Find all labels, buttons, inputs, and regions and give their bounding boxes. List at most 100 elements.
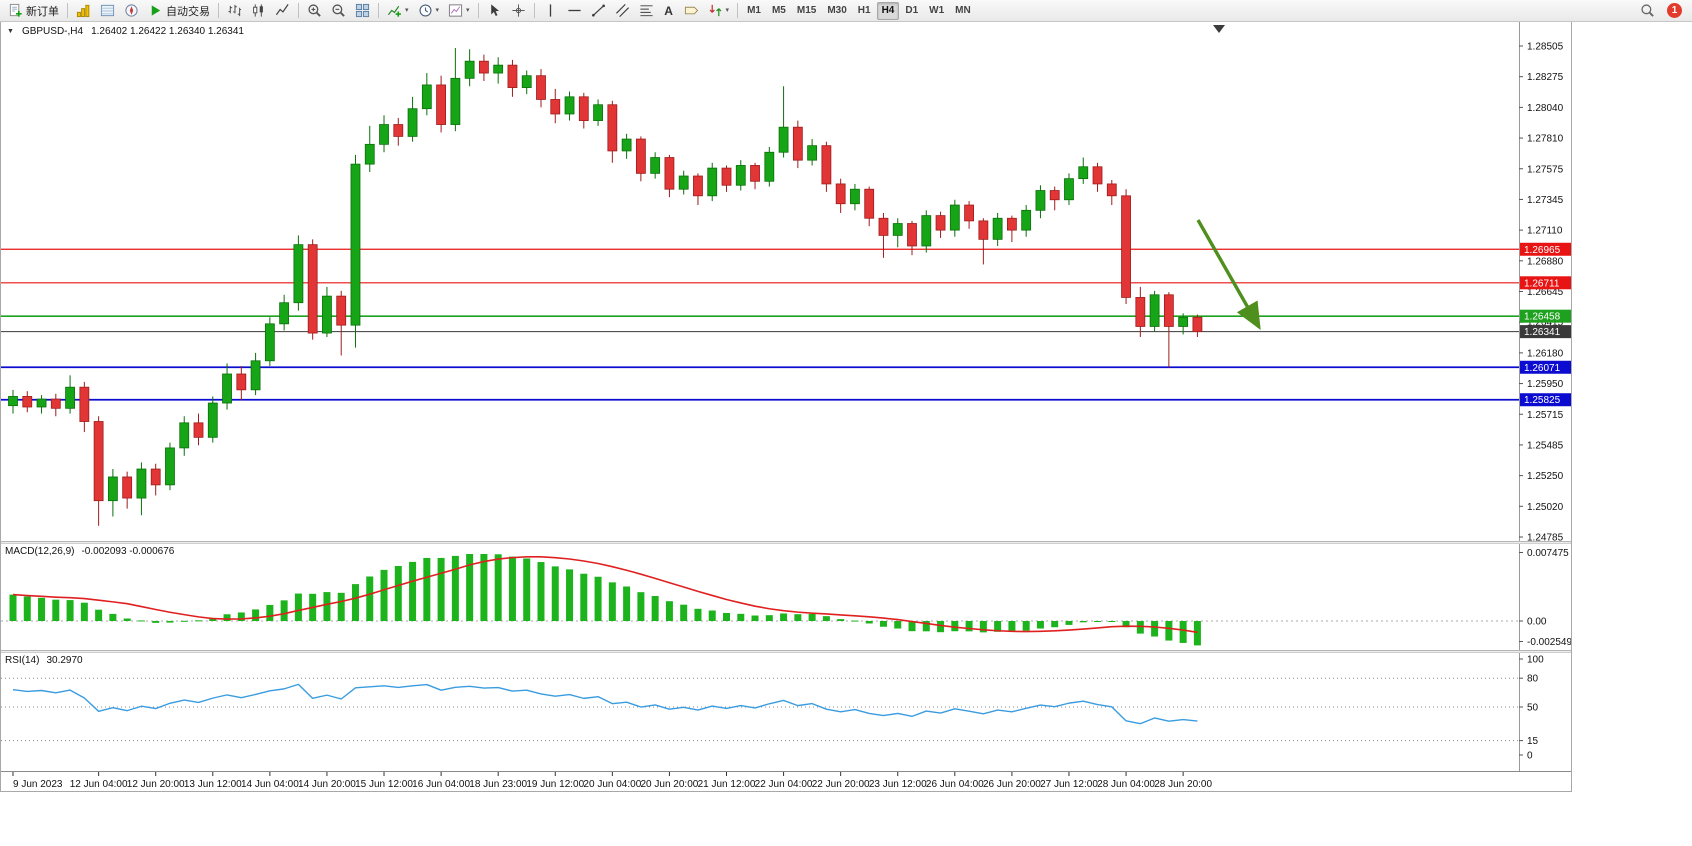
clock-icon: [419, 4, 432, 17]
indicators-icon: [387, 5, 401, 17]
fibonacci-icon: [639, 5, 653, 17]
macd-plot[interactable]: 0.007475 0.00 -0.002549: [1, 544, 1572, 650]
timeframe-mn-button[interactable]: MN: [955, 5, 971, 16]
price-axis-label: 1.24785: [1527, 533, 1564, 542]
macd-signal-line: [12, 555, 1198, 634]
market-watch-icon: [76, 4, 90, 18]
timeframe-m30-button[interactable]: M30: [827, 5, 847, 16]
arrows-icon: [709, 4, 721, 17]
chart-shift-marker[interactable]: [1213, 25, 1225, 33]
fibonacci-tool-button[interactable]: [635, 1, 658, 21]
search-button[interactable]: [1636, 1, 1659, 21]
rsi-panel: 100 80 50 15 0 RSI(14) 30.2970: [1, 653, 1571, 771]
time-axis-label: 19 Jun 12:00: [526, 779, 584, 790]
time-axis-label: 12 Jun 04:00: [70, 779, 128, 790]
time-axis-label: 28 Jun 20:00: [1154, 779, 1212, 790]
price-tag-value: 1.26711: [1524, 278, 1560, 289]
panel-splitter[interactable]: [1, 650, 1571, 653]
trendline-tool-button[interactable]: [587, 1, 610, 21]
toolbar-separator: [298, 3, 299, 18]
text-label-tool-button[interactable]: [680, 1, 703, 21]
trend-arrow-annotation[interactable]: [1196, 219, 1261, 330]
arrows-tool-button[interactable]: ▾: [704, 1, 734, 21]
tile-windows-icon: [355, 3, 370, 18]
text-label-icon: [684, 6, 698, 15]
macd-axis-label: 0.00: [1527, 617, 1547, 628]
line-chart-mode-button[interactable]: [271, 1, 294, 21]
data-window-button[interactable]: [96, 1, 119, 21]
bar-chart-icon: [228, 4, 242, 17]
toolbar-separator: [477, 3, 479, 18]
timeframe-m15-button[interactable]: M15: [796, 5, 817, 16]
timeframe-m5-button[interactable]: M5: [771, 5, 786, 16]
navigator-button[interactable]: [120, 1, 143, 21]
time-axis-label: 14 Jun 20:00: [298, 779, 356, 790]
price-tag-value: 1.26965: [1524, 245, 1561, 256]
price-tag: [1520, 309, 1572, 323]
price-axis-label: 1.25020: [1527, 502, 1564, 513]
crosshair-button[interactable]: [507, 1, 530, 21]
timeframe-w1-button[interactable]: W1: [929, 5, 945, 16]
new-order-button[interactable]: 新订单: [4, 1, 63, 21]
toolbar-separator: [533, 3, 535, 18]
price-tag: [1520, 325, 1572, 339]
timeframe-d1-button[interactable]: D1: [905, 5, 919, 16]
cursor-icon: [490, 4, 499, 16]
notification-badge[interactable]: 1: [1667, 3, 1682, 18]
timeframe-h4-button[interactable]: H4: [876, 1, 900, 20]
time-axis[interactable]: 9 Jun 2023 12 Jun 04:00 12 Jun 20:00 13 Jun…: [1, 771, 1571, 791]
macd-histogram: [9, 554, 1201, 646]
price-axis-label: 1.26645: [1527, 287, 1564, 298]
channel-tool-button[interactable]: [611, 1, 634, 21]
price-tag: [1520, 360, 1572, 374]
candlestick-icon: [253, 4, 263, 17]
vertical-line-tool-button[interactable]: [539, 1, 562, 21]
channel-icon: [615, 4, 629, 17]
indicators-button[interactable]: ▾: [383, 1, 413, 21]
price-axis-label: 1.26415: [1527, 318, 1564, 329]
main-chart-plot[interactable]: 1.28505 1.28275 1.28040 1.27810 1.27575 1.273…: [1, 22, 1572, 544]
text-tool-button[interactable]: A: [659, 1, 679, 21]
time-axis-label: 12 Jun 20:00: [127, 779, 185, 790]
main-chart-panel: 1.28505 1.28275 1.28040 1.27810 1.27575 1.273…: [1, 22, 1572, 544]
rsi-axis-label: 15: [1527, 736, 1539, 747]
time-axis-label: 18 Jun 23:00: [469, 779, 527, 790]
time-axis-label: 14 Jun 04:00: [241, 779, 299, 790]
rsi-line: [12, 683, 1198, 725]
templates-button[interactable]: ▾: [444, 1, 474, 21]
time-axis-label: 28 Jun 04:00: [1097, 779, 1155, 790]
timeframe-m1-button[interactable]: M1: [747, 5, 761, 16]
navigator-icon: [125, 4, 138, 17]
periods-button[interactable]: ▾: [414, 1, 444, 21]
candlestick-mode-button[interactable]: [247, 1, 270, 21]
price-tag: [1520, 242, 1572, 256]
time-axis-label: 21 Jun 12:00: [698, 779, 756, 790]
price-axis-label: 1.28275: [1527, 72, 1564, 83]
tile-windows-button[interactable]: [351, 1, 374, 21]
cursor-button[interactable]: [483, 1, 506, 21]
rsi-axis-label: 0: [1527, 751, 1533, 762]
zoom-in-button[interactable]: [303, 1, 326, 21]
time-axis-label: 22 Jun 04:00: [755, 779, 813, 790]
time-axis-label: 20 Jun 20:00: [641, 779, 699, 790]
horizontal-line-tool-button[interactable]: [563, 1, 586, 21]
price-tag: [1520, 393, 1572, 407]
auto-trading-button[interactable]: 自动交易: [144, 1, 214, 21]
bar-chart-mode-button[interactable]: [223, 1, 246, 21]
toolbar-separator: [737, 3, 739, 18]
rsi-plot[interactable]: 100 80 50 15 0: [1, 653, 1571, 771]
price-axis-label: 1.25485: [1527, 440, 1564, 451]
panel-splitter[interactable]: [1, 541, 1571, 544]
zoom-out-button[interactable]: [327, 1, 350, 21]
price-axis-label: 1.25715: [1527, 410, 1564, 421]
toolbar-separator: [67, 3, 68, 18]
candlestick-series: [8, 47, 1203, 526]
time-axis-label: 16 Jun 04:00: [412, 779, 470, 790]
text-tool-icon: A: [664, 3, 673, 18]
price-axis-label: 1.25950: [1527, 379, 1564, 390]
timeframe-h1-button[interactable]: H1: [857, 5, 871, 16]
price-axis-label: 1.27110: [1527, 226, 1563, 237]
time-axis-label: 22 Jun 20:00: [812, 779, 870, 790]
market-watch-button[interactable]: [72, 1, 95, 21]
price-tag-value: 1.25825: [1524, 395, 1561, 406]
